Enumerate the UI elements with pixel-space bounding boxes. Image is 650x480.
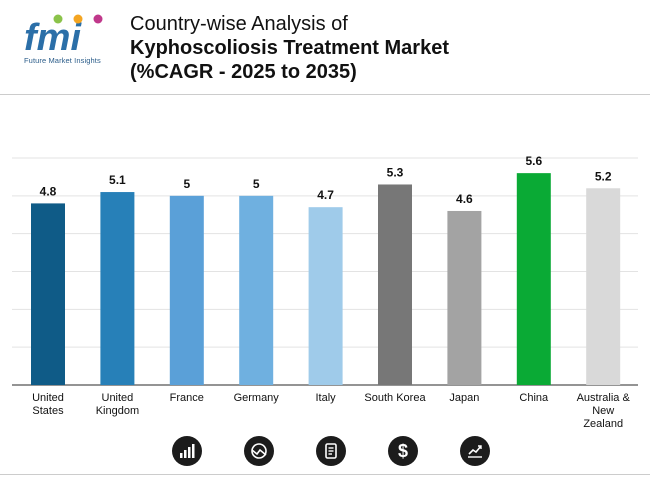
fmi-logo: fmi xyxy=(24,14,103,59)
value-label: 5.2 xyxy=(595,169,612,183)
bar xyxy=(586,188,621,385)
dollar-icon[interactable]: $ xyxy=(388,436,418,466)
report-document-icon[interactable] xyxy=(316,436,346,466)
globe-trend-icon[interactable] xyxy=(244,436,274,466)
bars xyxy=(31,173,621,385)
logo-text: fmi xyxy=(24,17,82,59)
title-line-2: Kyphoscoliosis Treatment Market xyxy=(130,37,449,59)
category-label: United xyxy=(102,392,134,404)
category-label: Japan xyxy=(449,392,479,404)
bar xyxy=(516,173,551,385)
value-label: 5.6 xyxy=(525,154,542,168)
title-line-1: Country-wise Analysis of xyxy=(130,13,348,35)
bar xyxy=(239,195,274,385)
header-divider xyxy=(0,94,650,95)
category-label: Australia & xyxy=(577,392,631,404)
bar xyxy=(447,210,482,385)
bar xyxy=(378,184,412,385)
value-label: 4.6 xyxy=(456,192,473,206)
category-label: New xyxy=(592,405,614,417)
value-label: 4.7 xyxy=(317,188,334,202)
category-label: South Korea xyxy=(364,392,426,404)
bar xyxy=(308,207,343,385)
chart-title: Country-wise Analysis of Kyphoscoliosis … xyxy=(130,12,630,84)
category-label: United xyxy=(32,392,64,404)
category-label: China xyxy=(519,392,549,404)
bar-chart: 4.85.1 5 54.75.34.65.65.2 UnitedStatesUnit… xyxy=(12,154,638,430)
category-label: Zealand xyxy=(583,418,623,430)
growth-chart-icon[interactable] xyxy=(460,436,490,466)
bar xyxy=(100,192,135,385)
bar xyxy=(169,195,204,385)
category-label: Germany xyxy=(234,392,280,404)
title-line-3: (%CAGR - 2025 to 2035) xyxy=(130,61,357,83)
footer-divider xyxy=(0,474,650,475)
bar-chart-icon[interactable] xyxy=(172,436,202,466)
value-labels: 4.8 5.1 5 5 4.7 5.3 4.6 5.6 5.2 xyxy=(40,154,612,206)
value-label: 5 xyxy=(253,177,260,191)
value-label: 4.8 xyxy=(40,184,57,198)
value-label: 5 xyxy=(183,177,190,191)
bar xyxy=(31,203,65,385)
category-label: Italy xyxy=(316,392,337,404)
header: fmi Future Market Insights Country-wise … xyxy=(0,0,650,96)
svg-text:$: $ xyxy=(398,441,408,461)
logo-tagline: Future Market Insights xyxy=(24,56,101,65)
value-label: 5.3 xyxy=(387,165,404,179)
category-label: France xyxy=(170,392,204,404)
category-label: States xyxy=(32,405,64,417)
category-label: Kingdom xyxy=(96,405,139,417)
value-label: 5.1 xyxy=(109,173,126,187)
